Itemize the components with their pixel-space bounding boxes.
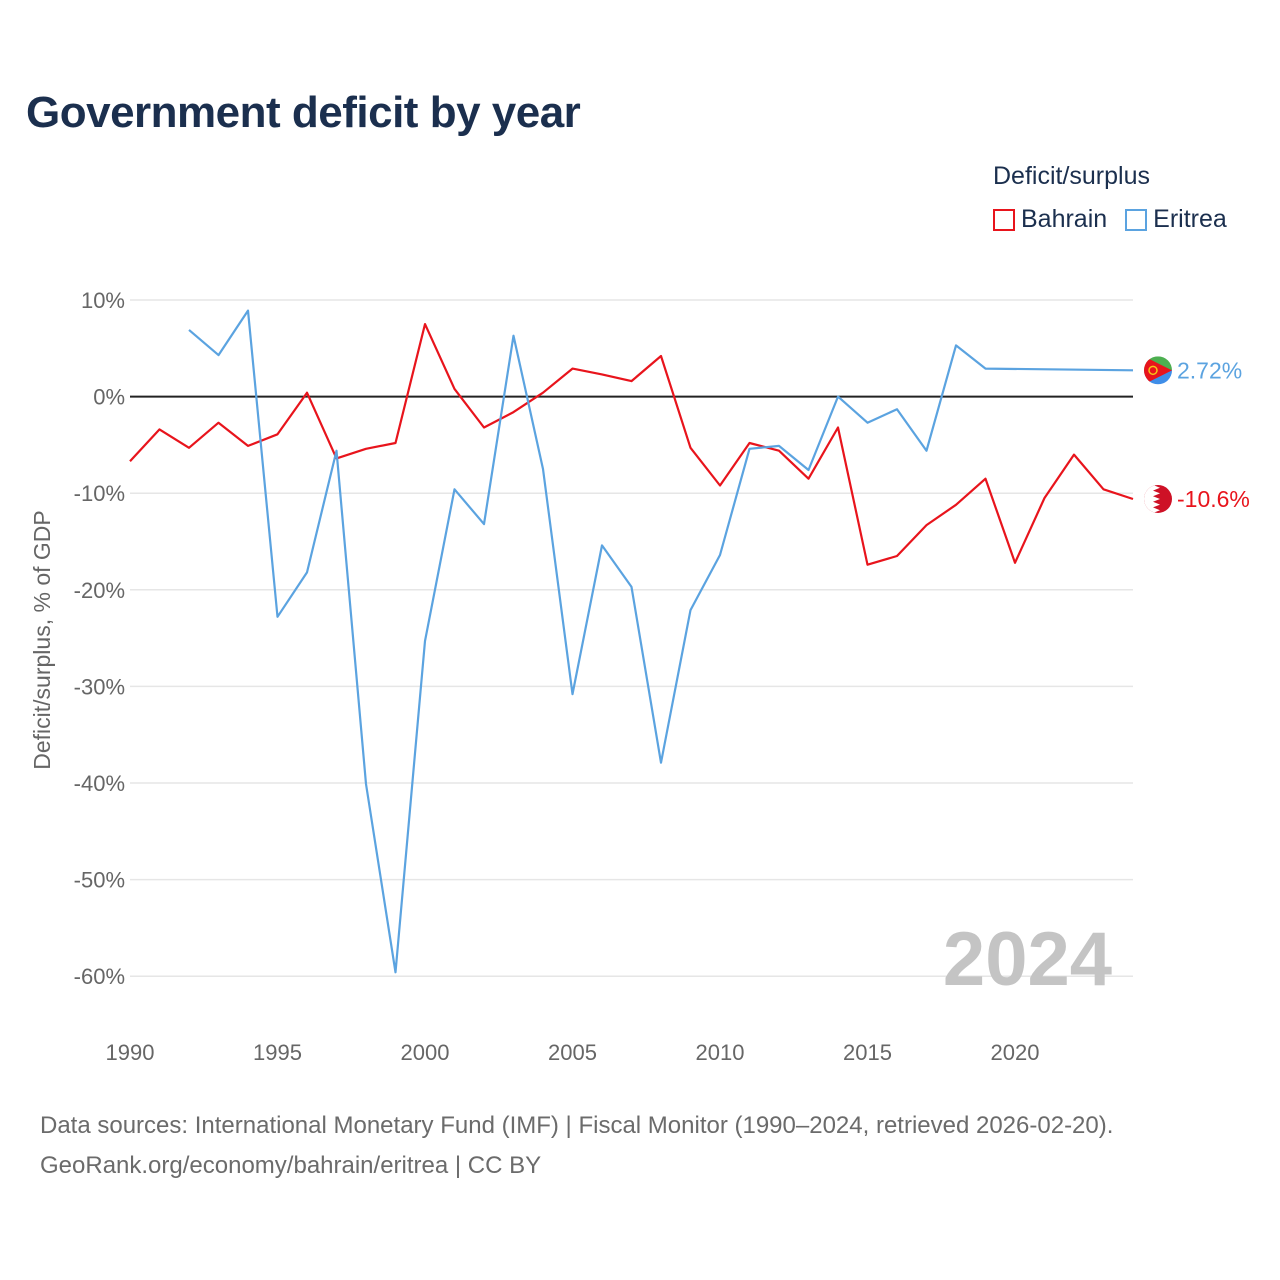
- chart-title: Government deficit by year: [26, 88, 581, 137]
- y-axis-label: Deficit/surplus, % of GDP: [29, 510, 55, 769]
- legend-title: Deficit/surplus: [993, 162, 1150, 190]
- legend-label-eritrea: Eritrea: [1153, 205, 1227, 233]
- legend: Deficit/surplus Bahrain Eritrea: [993, 162, 1227, 234]
- source-notes: Data sources: International Monetary Fun…: [40, 1106, 1113, 1186]
- x-tick-label: 1990: [106, 1040, 155, 1065]
- series-line-eritrea: [188, 309, 1134, 974]
- end-label-bahrain: -10.6%: [1177, 486, 1250, 512]
- line-chart: 10% 0% -10% -20% -30% -40% -50% -60% 1990 1995 200…: [29, 288, 1250, 1065]
- attribution-line: GeoRank.org/economy/bahrain/eritrea | CC…: [40, 1152, 542, 1179]
- x-tick-label: 2005: [548, 1040, 597, 1065]
- legend-swatch-eritrea: [1125, 208, 1148, 231]
- bahrain-flag-icon: [1144, 484, 1172, 513]
- x-tick-label: 2015: [843, 1040, 892, 1065]
- legend-item-eritrea[interactable]: Eritrea: [1125, 205, 1227, 234]
- y-tick-label: 10%: [81, 288, 125, 313]
- y-tick-label: -10%: [74, 481, 125, 506]
- x-tick-label: 2000: [401, 1040, 450, 1065]
- series-line-bahrain: [129, 323, 1134, 566]
- y-tick-label: -40%: [74, 771, 125, 796]
- x-tick-label: 2020: [991, 1040, 1040, 1065]
- y-tick-label: -20%: [74, 578, 125, 603]
- end-label-eritrea: 2.72%: [1177, 357, 1242, 383]
- y-tick-label: -60%: [74, 964, 125, 989]
- y-tick-label: 0%: [93, 385, 125, 410]
- y-tick-label: -30%: [74, 674, 125, 699]
- legend-label-bahrain: Bahrain: [1021, 205, 1108, 233]
- legend-swatch-bahrain: [993, 208, 1015, 231]
- year-watermark: 2024: [943, 917, 1112, 1002]
- x-tick-label: 1995: [253, 1040, 302, 1065]
- source-line: Data sources: International Monetary Fun…: [40, 1112, 1114, 1139]
- legend-item-bahrain[interactable]: Bahrain: [993, 205, 1107, 234]
- x-tick-label: 2010: [696, 1040, 745, 1065]
- eritrea-flag-icon: [1144, 356, 1172, 385]
- y-tick-label: -50%: [74, 868, 125, 893]
